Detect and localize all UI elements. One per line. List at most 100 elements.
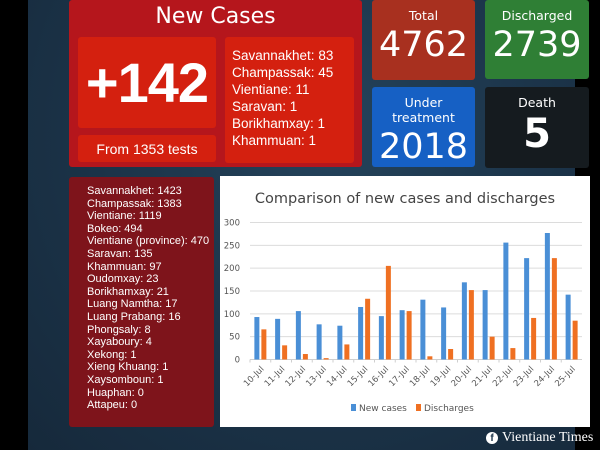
bar-new-cases: [295, 311, 301, 360]
bar-discharges: [510, 348, 516, 360]
new-cases-count: +142: [78, 37, 216, 128]
chart-title: Comparison of new cases and discharges: [255, 191, 555, 207]
x-tick-label: 14-Jul: [325, 365, 349, 389]
province-item: Xieng Khuang: 1: [87, 361, 169, 374]
bar-new-cases: [482, 290, 488, 360]
discharged-tile: Discharged 2739: [485, 0, 589, 79]
breakdown-item: Khammuan: 1: [232, 133, 317, 148]
x-tick-label: 10-Jul: [242, 365, 266, 389]
province-item: Bokeo: 494: [87, 222, 143, 235]
new-cases-title: New Cases: [155, 4, 276, 29]
bar-new-cases: [461, 282, 467, 360]
province-item: Phongsaly: 8: [87, 323, 151, 336]
province-item: Luang Prabang: 16: [87, 310, 181, 323]
breakdown-item: Savannakhet: 83: [232, 48, 334, 63]
y-tick-label: 50: [229, 333, 240, 343]
province-item: Xayaboury: 4: [87, 336, 152, 349]
bar-discharges: [282, 345, 288, 360]
y-tick-label: 300: [224, 219, 240, 229]
bar-discharges: [531, 317, 537, 360]
x-tick-label: 23-Jul: [512, 365, 536, 389]
y-tick-label: 100: [224, 310, 240, 320]
bar-discharges: [468, 290, 474, 360]
y-tick-label: 150: [224, 287, 240, 297]
comparison-chart: Comparison of new cases and discharges 0 5…: [224, 191, 582, 414]
dashboard-background: New Cases +142 From 1353 tests Savannakh…: [28, 0, 593, 450]
province-totals-panel: Savannakhet: 1423 Champassak: 1383 Vientia…: [69, 177, 214, 427]
death-label: Death: [518, 95, 556, 110]
province-item: Champassak: 1383: [87, 197, 182, 210]
x-tick-label: 24-Jul: [533, 365, 557, 389]
breakdown-item: Saravan: 1: [232, 99, 298, 114]
province-item: Vientiane: 1119: [87, 210, 162, 223]
bar-new-cases: [544, 233, 550, 360]
x-tick-label: 12-Jul: [284, 365, 308, 389]
under-treatment-value: 2018: [378, 127, 469, 167]
province-item: Huaphan: 0: [87, 386, 144, 399]
x-tick-label: 13-Jul: [304, 365, 328, 389]
bar-new-cases: [254, 317, 260, 360]
x-tick-label: 19-Jul: [429, 365, 453, 389]
bar-new-cases: [316, 324, 322, 360]
bar-discharges: [489, 336, 495, 360]
bar-discharges: [344, 344, 350, 360]
legend-label: New cases: [359, 404, 407, 414]
facebook-icon: f: [486, 432, 498, 444]
x-tick-label: 18-Jul: [408, 365, 432, 389]
x-tick-label: 17-Jul: [387, 365, 411, 389]
bar-new-cases: [565, 294, 571, 360]
province-item: Xekong: 1: [87, 348, 137, 361]
brand-logo: f Vientiane Times: [486, 430, 593, 446]
total-tile: Total 4762: [372, 0, 475, 80]
bar-discharges: [302, 354, 308, 360]
bar-discharges: [427, 356, 433, 360]
under-treatment-tile: Under treatment 2018: [372, 87, 475, 167]
bar-new-cases: [378, 316, 384, 360]
bar-discharges: [385, 265, 391, 360]
under-treatment-label: Under treatment: [392, 95, 455, 125]
breakdown-item: Borikhamxay: 1: [232, 116, 326, 131]
bar-discharges: [406, 311, 412, 360]
bar-new-cases: [503, 242, 509, 360]
bar-new-cases: [337, 325, 343, 360]
tests-count: From 1353 tests: [78, 135, 216, 162]
province-item: Borikhamxay: 21: [87, 285, 169, 298]
discharged-value: 2739: [492, 25, 582, 65]
breakdown-item: Vientiane: 11: [232, 82, 310, 97]
y-tick-label: 250: [224, 241, 240, 251]
bar-new-cases: [275, 318, 281, 360]
bar-new-cases: [524, 258, 530, 360]
total-value: 4762: [378, 25, 469, 65]
province-item: Oudomxay: 23: [87, 273, 159, 286]
y-tick-label: 200: [224, 264, 240, 274]
province-item: Attapeu: 0: [87, 399, 138, 412]
total-label: Total: [408, 8, 439, 23]
x-tick-label: 11-Jul: [263, 365, 287, 389]
x-tick-label: 16-Jul: [367, 365, 391, 389]
province-item: Luang Namtha: 17: [87, 298, 178, 311]
legend-label: Discharges: [424, 404, 474, 414]
x-tick-label: 22-Jul: [491, 365, 515, 389]
death-value: 5: [523, 111, 551, 157]
x-tick-label: 21-Jul: [470, 365, 494, 389]
x-tick-label: 20-Jul: [450, 365, 474, 389]
legend-swatch: [416, 404, 421, 411]
y-tick-label: 0: [235, 356, 240, 366]
bar-new-cases: [358, 306, 364, 360]
bar-discharges: [365, 298, 371, 360]
bar-new-cases: [420, 299, 426, 360]
x-tick-label: 15-Jul: [346, 365, 370, 389]
province-item: Khammuan: 97: [87, 260, 162, 273]
x-tick-label: 25-Jul: [553, 365, 577, 389]
province-item: Xaysomboun: 1: [87, 373, 164, 386]
bar-new-cases: [399, 310, 405, 360]
bar-discharges: [572, 320, 578, 360]
bar-discharges: [448, 348, 454, 360]
legend-swatch: [351, 404, 356, 411]
bar-discharges: [551, 258, 557, 360]
bar-new-cases: [441, 307, 447, 360]
breakdown-item: Champassak: 45: [232, 65, 334, 80]
comparison-chart-panel: Comparison of new cases and discharges 0 5…: [220, 176, 590, 427]
province-item: Vientiane (province): 470: [87, 235, 210, 248]
province-item: Savannakhet: 1423: [87, 185, 182, 197]
